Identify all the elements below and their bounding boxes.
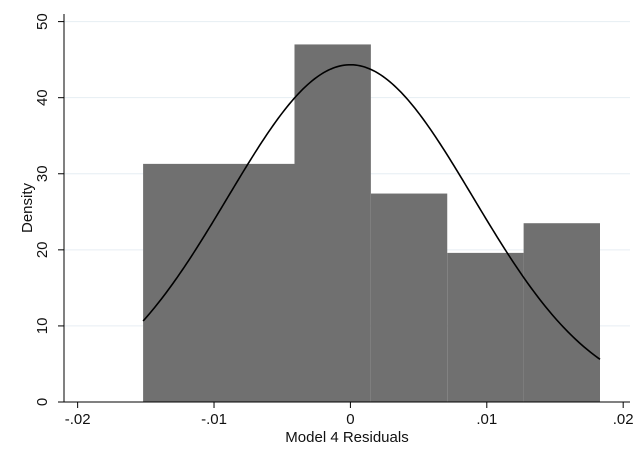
- histogram-bar-5: [523, 223, 600, 402]
- histogram-bar-4: [447, 252, 524, 402]
- x-axis-title: Model 4 Residuals: [285, 429, 408, 446]
- y-axis-title: Density: [19, 182, 36, 233]
- histogram-bar-1: [143, 163, 295, 402]
- x-tick-label-0: -.02: [65, 411, 91, 428]
- histogram-bar-3: [370, 193, 448, 402]
- y-tick-label-3: 30: [34, 165, 51, 182]
- histogram-bars: [143, 44, 600, 403]
- x-tick-label-1: -.01: [201, 411, 227, 428]
- y-tick-label-2: 20: [34, 241, 51, 258]
- y-tick-label-4: 40: [34, 89, 51, 106]
- y-tick-label-1: 10: [34, 318, 51, 335]
- axes: -.02 -.01 0 .01 .02 0 10 20 30 40 50: [34, 13, 634, 428]
- x-tick-label-2: 0: [346, 411, 354, 428]
- x-tick-label-3: .01: [476, 411, 497, 428]
- histogram-bar-2: [294, 44, 371, 403]
- y-tick-label-0: 0: [34, 398, 51, 406]
- y-tick-label-5: 50: [34, 13, 51, 30]
- x-tick-label-4: .02: [613, 411, 634, 428]
- density-curve: [142, 63, 601, 360]
